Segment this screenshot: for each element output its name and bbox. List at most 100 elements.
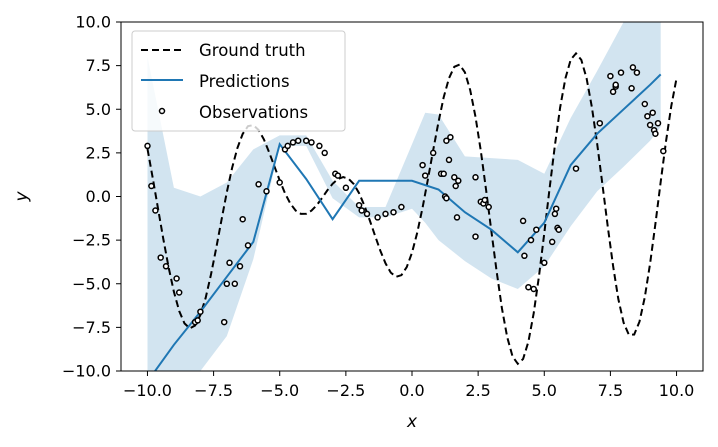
y-tick-label: 0.0 [86,187,111,206]
observation-point [530,285,537,293]
observation-point [231,280,239,288]
observation-point [421,172,429,179]
observation-point [144,142,151,150]
observations-layer [144,64,667,326]
observation-point [255,181,262,188]
observation-point [644,112,651,120]
observation-point [525,283,532,291]
observation-point [382,210,389,218]
observation-point [596,119,604,127]
observation-point [148,182,155,190]
observation-point [294,137,302,144]
observation-point [641,100,649,108]
observation-point [646,121,654,129]
observation-point [447,133,454,141]
observation-point [481,196,489,204]
observation-point [355,201,363,209]
x-tick-label: 10.0 [659,381,695,400]
observation-point [452,182,459,190]
observation-point [223,280,231,288]
observation-point [607,72,614,80]
legend: Ground truth Predictions Observations [131,30,346,132]
observation-point [443,137,450,144]
observation-point [472,233,479,240]
observation-point [239,215,246,223]
observation-point [342,184,350,192]
observation-point [152,207,159,214]
observation-point [660,147,667,155]
x-tick-label: 7.5 [598,381,623,400]
observation-point [654,119,662,127]
observation-point [552,205,560,212]
observation-point [316,142,323,150]
observation-point [334,172,342,179]
y-tick-label: 5.0 [86,100,111,119]
observation-point [284,142,291,150]
x-tick-label: 2.5 [465,381,490,400]
observation-point [363,210,371,218]
x-tick-label: −10.0 [123,381,172,400]
observation-point [220,318,228,326]
predictions-layer [153,73,662,371]
observation-point [555,226,563,233]
x-tick-label: −2.5 [326,381,365,400]
y-tick-label: −2.5 [72,231,111,250]
confidence-band [147,22,661,371]
observation-point [652,130,659,137]
x-tick-label: −5.0 [260,381,299,400]
x-axis-label: x [406,412,418,432]
y-tick-label: 7.5 [86,56,111,75]
observation-point [527,236,535,244]
y-axis-label: y [12,191,32,203]
observation-point [429,149,437,157]
observation-point [451,174,458,181]
observation-point [551,210,559,218]
legend-box [131,30,346,132]
ground-truth-layer [146,51,678,366]
observation-point [455,177,462,185]
observation-point [308,139,315,146]
observation-point [157,254,164,261]
observation-point [390,208,397,216]
observation-point [162,263,170,270]
observation-point [633,69,641,76]
observation-point [419,161,426,169]
x-axis: −10.0 −7.5 −5.0 −2.5 0.0 2.5 5.0 7.5 10.0 [123,371,694,400]
observation-point [173,275,180,282]
observation-point [289,139,297,146]
observation-point [194,317,201,324]
observation-point [321,149,328,157]
ground-truth-line [146,51,678,366]
legend-predictions-label: Predictions [199,72,290,91]
observation-point [276,179,283,186]
observation-point [445,156,453,164]
y-tick-label: −10.0 [62,362,111,381]
observation-point [609,88,617,96]
observation-point [236,263,244,270]
y-axis: −10.0 −7.5 −5.0 −2.5 0.0 2.5 5.0 7.5 10.0 [62,13,121,381]
observation-point [533,226,540,233]
observation-point [175,289,183,296]
observation-point [226,259,233,267]
confidence-band-layer [147,22,661,371]
observation-point [628,85,635,92]
x-tick-label: 0.0 [399,381,424,400]
observation-point [472,174,479,181]
legend-observations-swatch [158,107,166,115]
observation-point [197,308,204,315]
observation-point [519,217,527,225]
observation-point [521,252,528,260]
legend-ground-truth-label: Ground truth [199,41,306,60]
x-tick-label: 5.0 [532,381,557,400]
observation-point [649,109,656,116]
observation-point [263,188,270,195]
observation-point [440,170,447,178]
observation-point [541,259,548,267]
observation-point [548,238,556,246]
y-tick-label: 2.5 [86,143,111,162]
observation-point [612,81,619,89]
observation-point [374,214,381,221]
observation-point [244,242,252,249]
observation-point [617,69,625,76]
